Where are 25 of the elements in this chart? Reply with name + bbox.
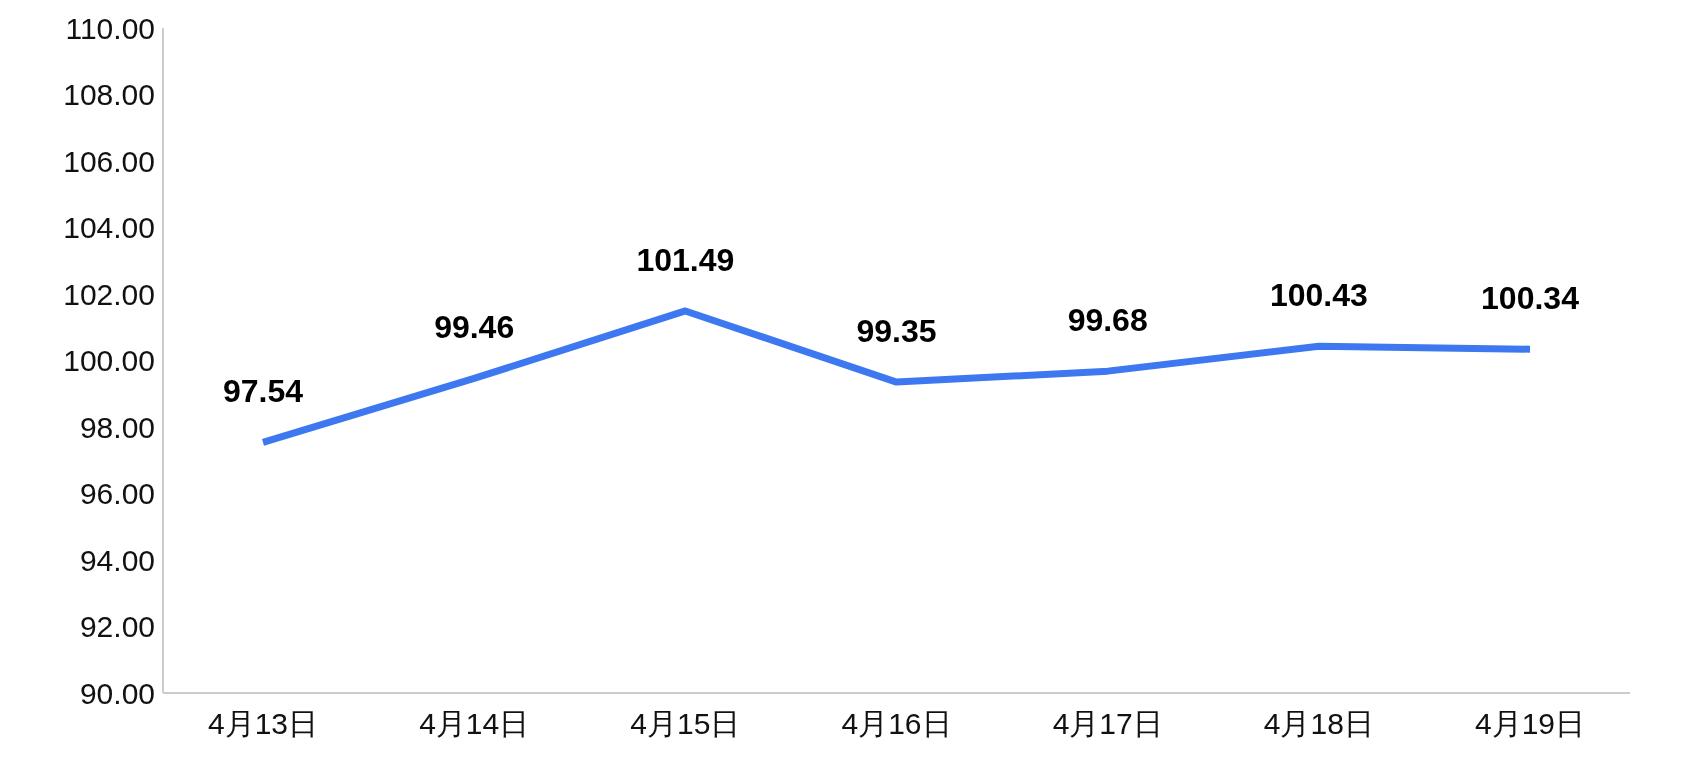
data-label: 99.46 [434, 309, 515, 346]
y-tick-label: 94.00 [79, 543, 155, 577]
y-tick-label: 98.00 [79, 410, 155, 444]
y-tick-label: 92.00 [79, 610, 155, 644]
x-tick-label: 4月15日 [630, 707, 741, 741]
y-tick-label: 110.00 [65, 11, 155, 45]
x-tick-label: 4月16日 [841, 707, 952, 741]
y-tick-label: 106.00 [63, 144, 155, 178]
x-tick-label: 4月19日 [1474, 707, 1586, 741]
data-label: 99.68 [1067, 302, 1148, 339]
y-tick-label: 102.00 [63, 277, 155, 311]
y-tick-label: 96.00 [79, 477, 155, 511]
data-label: 100.34 [1481, 280, 1580, 317]
y-tick-label: 104.00 [63, 211, 155, 245]
x-tick-label: 4月17日 [1052, 707, 1163, 741]
data-label: 99.35 [856, 313, 937, 350]
data-label: 97.54 [222, 373, 304, 410]
y-tick-label: 100.00 [63, 344, 155, 378]
x-tick-label: 4月18日 [1263, 707, 1374, 741]
x-tick-label: 4月14日 [419, 707, 530, 741]
data-label: 100.43 [1269, 277, 1368, 314]
y-tick-label: 108.00 [63, 78, 155, 112]
y-tick-label: 90.00 [79, 676, 155, 710]
x-tick-label: 4月13日 [207, 707, 319, 741]
data-label: 101.49 [636, 241, 735, 278]
